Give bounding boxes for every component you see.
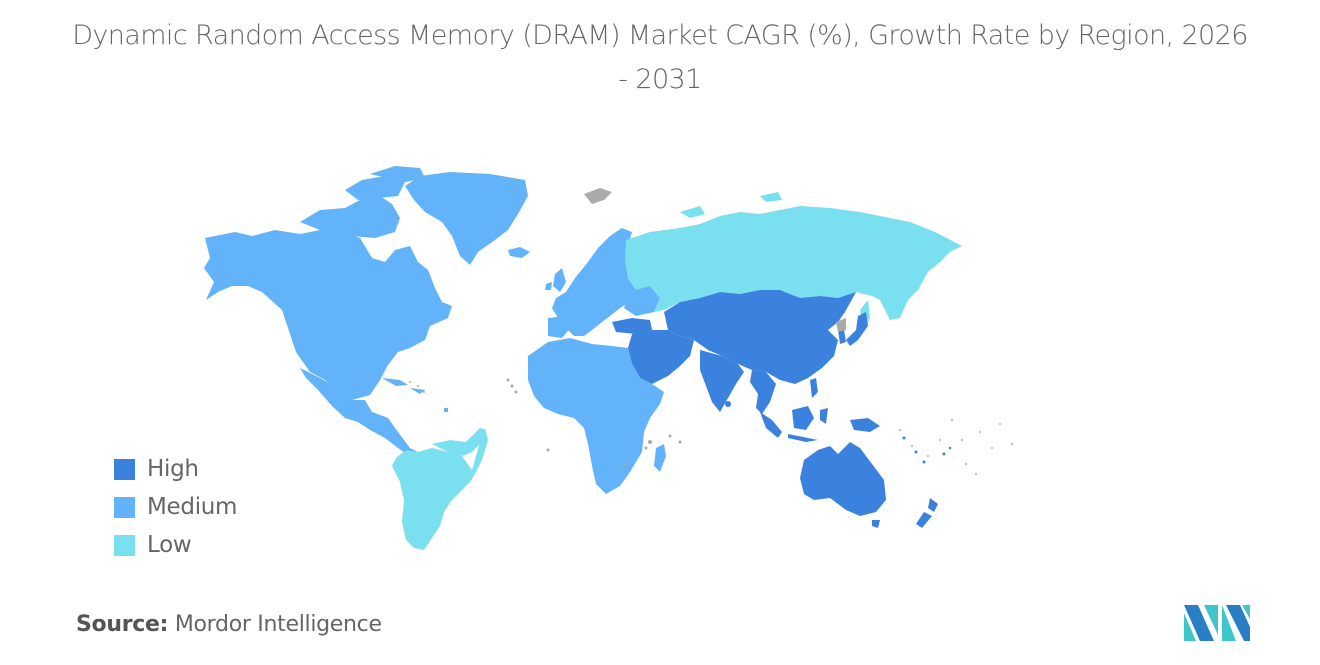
region-south-america (392, 428, 488, 550)
region-africa (528, 338, 666, 494)
legend-label-low: Low (147, 532, 192, 558)
source-label: Source: (76, 612, 169, 637)
legend-swatch-high (114, 458, 135, 480)
chart-title-line2: - 2031 (618, 64, 702, 95)
region-small-islands (409, 378, 1013, 475)
region-north-america (204, 166, 530, 458)
legend: High Medium Low (114, 450, 237, 564)
legend-swatch-medium (114, 496, 135, 518)
source-value: Mordor Intelligence (174, 612, 382, 637)
legend-swatch-low (114, 534, 135, 556)
region-svalbard (584, 188, 612, 204)
legend-item-low: Low (114, 526, 237, 564)
source-attribution: Source: Mordor Intelligence (76, 612, 382, 637)
legend-item-medium: Medium (114, 488, 237, 526)
mordor-intelligence-logo-icon (1184, 605, 1250, 641)
legend-label-high: High (147, 456, 199, 482)
region-pacific-islands (902, 436, 952, 464)
chart-title: Dynamic Random Access Memory (DRAM) Mark… (0, 14, 1320, 102)
region-europe (545, 228, 660, 338)
legend-item-high: High (114, 450, 237, 488)
region-north-korea (836, 318, 846, 332)
region-asia-pacific (612, 290, 938, 528)
chart-title-line1: Dynamic Random Access Memory (DRAM) Mark… (72, 20, 1248, 51)
legend-label-medium: Medium (147, 494, 238, 520)
region-french-guiana (444, 408, 448, 412)
